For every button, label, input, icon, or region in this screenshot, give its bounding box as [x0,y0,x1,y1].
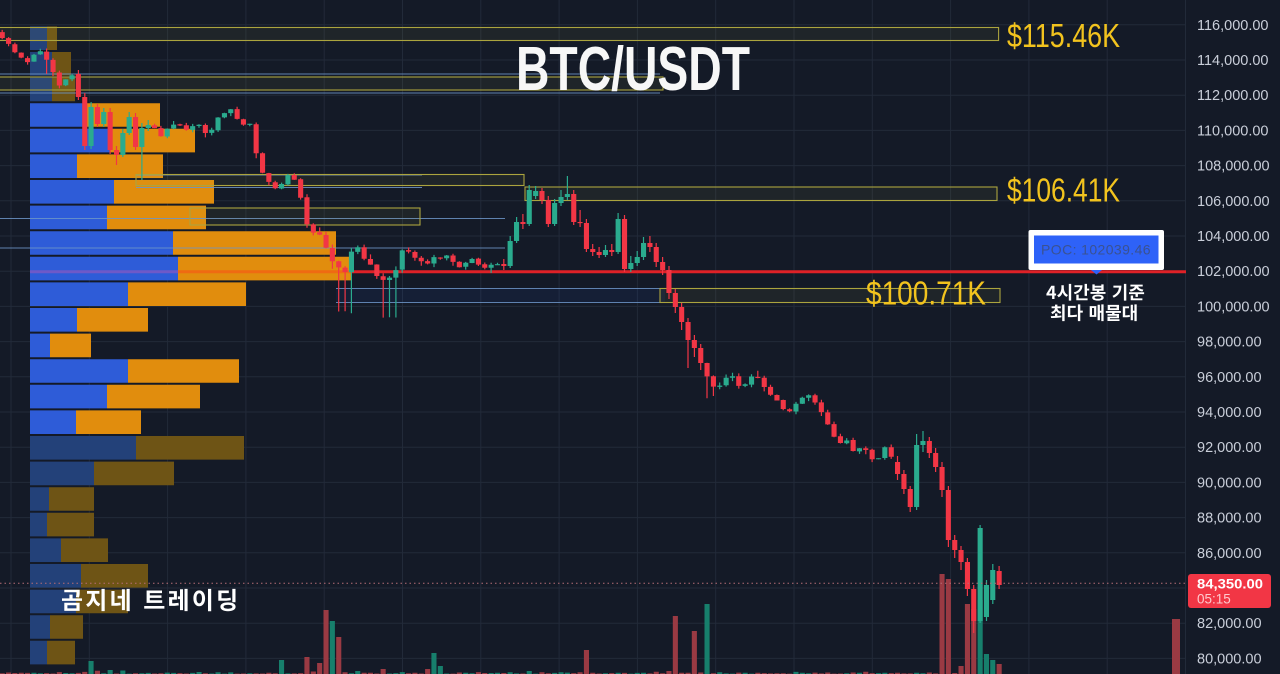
svg-text:114,000.00: 114,000.00 [1197,53,1269,69]
svg-text:108,000.00: 108,000.00 [1197,159,1270,175]
svg-text:110,000.00: 110,000.00 [1197,123,1269,139]
svg-text:BTC/USDT: BTC/USDT [516,35,750,104]
svg-text:94,000.00: 94,000.00 [1197,405,1262,421]
svg-text:100,000.00: 100,000.00 [1197,299,1270,315]
svg-text:104,000.00: 104,000.00 [1197,229,1270,245]
svg-text:POC: 102039.46: POC: 102039.46 [1041,242,1151,258]
svg-text:96,000.00: 96,000.00 [1197,370,1262,386]
svg-text:82,000.00: 82,000.00 [1197,616,1262,632]
svg-text:98,000.00: 98,000.00 [1197,335,1262,351]
svg-text:$106.41K: $106.41K [1007,172,1120,209]
svg-text:80,000.00: 80,000.00 [1197,651,1262,667]
svg-text:05:15: 05:15 [1197,592,1231,607]
svg-text:102,000.00: 102,000.00 [1197,264,1270,280]
svg-text:116,000.00: 116,000.00 [1197,18,1269,34]
svg-text:$100.71K: $100.71K [866,275,986,312]
svg-text:$115.46K: $115.46K [1007,17,1120,54]
svg-text:84,350.00: 84,350.00 [1197,577,1263,592]
svg-text:112,000.00: 112,000.00 [1197,88,1269,104]
svg-text:106,000.00: 106,000.00 [1197,194,1270,210]
svg-text:86,000.00: 86,000.00 [1197,546,1262,562]
svg-text:92,000.00: 92,000.00 [1197,440,1262,456]
svg-text:90,000.00: 90,000.00 [1197,475,1262,491]
svg-text:88,000.00: 88,000.00 [1197,511,1262,527]
